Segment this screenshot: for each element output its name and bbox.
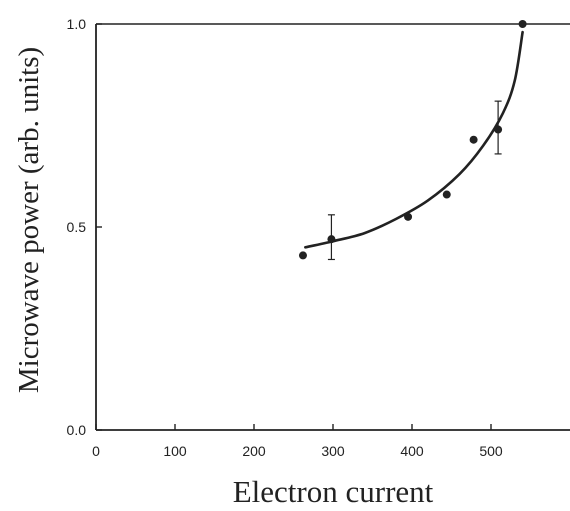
y-axis-label: Microwave power (arb. units) — [13, 47, 45, 393]
y-tick-label: 0.5 — [67, 219, 87, 235]
x-tick-label: 300 — [321, 443, 345, 459]
x-tick-label: 400 — [400, 443, 424, 459]
y-ticks: 0.0 0.5 1.0 — [67, 16, 102, 438]
data-point — [494, 125, 503, 134]
x-ticks: 0 100 200 300 400 500 — [92, 424, 503, 459]
data-points — [298, 20, 527, 260]
y-tick-label: 1.0 — [67, 16, 87, 32]
x-tick-label: 500 — [479, 443, 503, 459]
data-point — [518, 20, 527, 28]
fit-curve-layer — [304, 30, 524, 249]
x-tick-label: 0 — [92, 443, 100, 459]
x-axis-label: Electron current — [233, 474, 434, 509]
data-point — [469, 135, 478, 144]
x-tick-label: 200 — [242, 443, 266, 459]
x-tick-label: 100 — [163, 443, 187, 459]
data-point — [442, 190, 451, 199]
data-point — [404, 212, 413, 221]
fit-curve — [304, 30, 524, 249]
data-point — [298, 251, 307, 260]
data-point — [327, 235, 336, 244]
y-tick-label: 0.0 — [67, 422, 87, 438]
